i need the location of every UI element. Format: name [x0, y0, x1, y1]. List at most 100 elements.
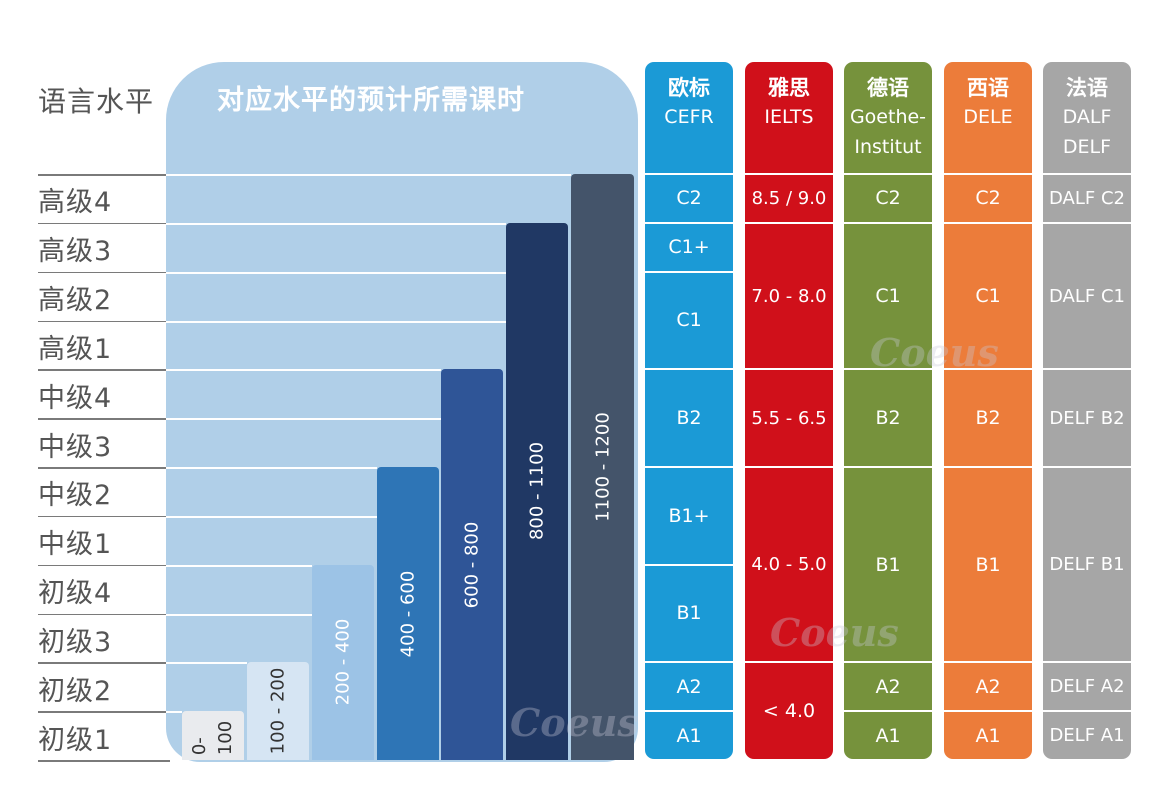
cell-separator [645, 661, 733, 664]
column-header-subtitle: IELTS [764, 106, 814, 128]
level-label: 中级3 [38, 431, 113, 463]
framework-column: 西语 DELE C2 C1 B2 B1 A2 A1 [944, 62, 1032, 759]
column-cell: 5.5 - 6.5 [751, 407, 827, 429]
column-header-subtitle: CEFR [664, 106, 714, 128]
bar [377, 467, 439, 760]
panel-row-line [166, 613, 312, 616]
cell-separator [1043, 368, 1131, 371]
cell-separator [745, 661, 833, 664]
column-header-title: 雅思 [768, 76, 810, 100]
column-cell: < 4.0 [762, 700, 816, 723]
bar [571, 174, 634, 760]
bar [506, 222, 568, 760]
cell-separator [1043, 661, 1131, 664]
cell-separator [1043, 221, 1131, 224]
column-header-title: 欧标 [668, 76, 710, 100]
column-cell: DALF C2 [1049, 187, 1125, 209]
framework-column: 欧标 CEFR C2 C1+ C1 B2 B1+ B1 A2 A1 [645, 62, 733, 759]
column-cell: DALF C1 [1049, 285, 1125, 307]
bar-label: 600 - 800 [461, 521, 483, 608]
level-label: 高级2 [38, 285, 113, 317]
bar-label: 1100 - 1200 [592, 412, 613, 522]
cell-separator [844, 661, 932, 664]
axis-title: 语言水平 [38, 85, 155, 118]
cell-separator [645, 466, 733, 468]
row-divider [38, 222, 170, 225]
column-header-title: 德语 [867, 76, 909, 100]
column-header-subtitle: DALF DELF [1062, 106, 1112, 158]
framework-column: 德语 Goethe- Institut C2 C1 B2 B1 A2 A1 [844, 62, 932, 759]
column-cell: DELF A2 [1049, 676, 1125, 698]
column-header: 雅思 IELTS [745, 74, 833, 132]
panel-row-line [166, 174, 571, 176]
column-cell: DELF B2 [1049, 407, 1125, 429]
column-cell: C2 [676, 187, 702, 210]
panel-title: 对应水平的预计所需课时 [217, 85, 525, 116]
baseline [38, 760, 170, 762]
bar-label: 200 - 400 [332, 619, 354, 706]
column-cell: A1 [975, 724, 1001, 747]
cell-separator [844, 173, 932, 175]
level-label: 中级1 [38, 529, 113, 561]
bar-label: 400 - 600 [397, 570, 419, 657]
cell-separator [745, 466, 833, 468]
framework-column: 法语 DALF DELF DALF C2 DALF C1 DELF B2 DELF B1 D… [1043, 62, 1131, 759]
level-label: 高级1 [38, 333, 113, 365]
cell-separator [844, 710, 932, 713]
bar [247, 662, 309, 760]
column-cell: C1+ [668, 236, 710, 259]
row-divider [38, 320, 170, 322]
panel-row-line [166, 418, 441, 421]
row-divider [38, 174, 170, 176]
framework-column: 雅思 IELTS 8.5 / 9.0 7.0 - 8.0 5.5 - 6.5 4.0 - … [745, 62, 833, 759]
cell-separator [944, 368, 1032, 371]
column-cell: A1 [676, 724, 702, 747]
column-cell: B1 [676, 602, 702, 625]
column-cell: DELF A1 [1049, 725, 1125, 747]
cell-separator [645, 173, 733, 175]
column-cell: 4.0 - 5.0 [751, 554, 827, 576]
column-cell: 7.0 - 8.0 [751, 285, 827, 307]
column-cell: C1 [975, 285, 1001, 308]
column-header-title: 法语 [1066, 76, 1108, 100]
bar-label: 800 - 1100 [526, 442, 548, 541]
watermark: Coeus [770, 610, 899, 655]
cell-separator [844, 466, 932, 468]
row-divider [38, 613, 170, 615]
column-cell: B1 [875, 553, 901, 576]
panel-row-line [166, 369, 441, 372]
row-divider [38, 418, 170, 420]
row-divider [38, 662, 170, 664]
panel-row-line [166, 320, 506, 323]
panel-row-line [166, 711, 182, 714]
cell-separator [1043, 173, 1131, 175]
column-cell: C1 [875, 285, 901, 308]
panel-row-line [166, 515, 377, 518]
level-label: 中级2 [38, 480, 113, 512]
cell-separator [645, 270, 733, 273]
cell-separator [1043, 710, 1131, 713]
column-cell: A1 [875, 724, 901, 747]
cell-separator [844, 368, 932, 371]
cell-separator [1043, 466, 1131, 468]
cell-separator [745, 368, 833, 371]
cell-separator [844, 221, 932, 224]
column-header-subtitle: DELE [963, 106, 1013, 128]
cell-separator [645, 563, 733, 566]
cell-separator [645, 221, 733, 224]
panel-row-line [166, 222, 506, 225]
column-header-title: 西语 [967, 76, 1009, 100]
bar [441, 369, 503, 760]
cell-separator [944, 221, 1032, 224]
bar [312, 564, 374, 760]
panel-row-line [166, 271, 506, 274]
cell-separator [645, 710, 733, 713]
row-divider [38, 467, 170, 469]
cell-separator [645, 368, 733, 371]
row-divider [38, 271, 170, 274]
column-header: 德语 Goethe- Institut [844, 74, 932, 162]
column-cell: B1 [975, 553, 1001, 576]
cell-separator [944, 710, 1032, 713]
column-cell: B2 [676, 407, 702, 430]
